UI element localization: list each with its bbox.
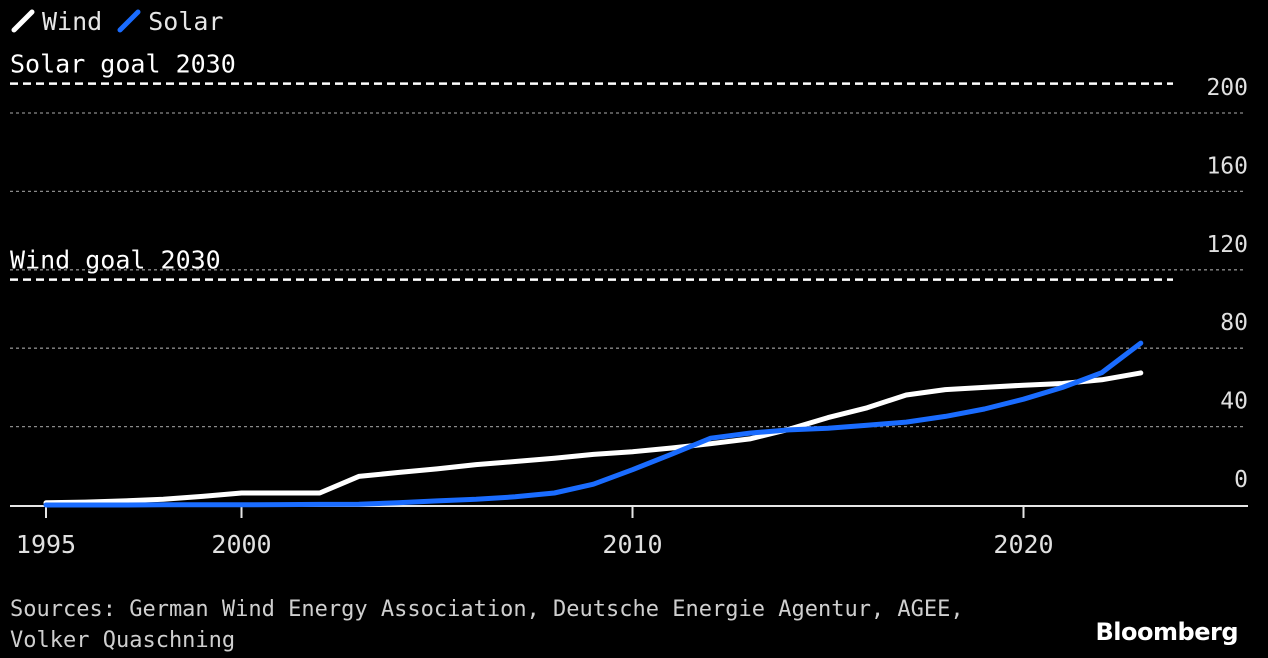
x-tick-label-1995: 1995 xyxy=(16,530,76,559)
x-tick-label-2020: 2020 xyxy=(993,530,1053,559)
goal-label-0: Solar goal 2030 xyxy=(10,50,236,79)
chart-legend: Wind Solar xyxy=(10,4,223,38)
y-tick-label-200: 200 xyxy=(1206,75,1248,101)
x-tick-label-2010: 2010 xyxy=(602,530,662,559)
source-line-2: Volker Quaschning xyxy=(10,628,236,653)
y-tick-label-40: 40 xyxy=(1220,389,1248,415)
y-tick-label-160: 160 xyxy=(1206,153,1248,179)
series-line-wind xyxy=(43,370,1144,506)
y-tick-label-80: 80 xyxy=(1220,310,1248,336)
source-note: Sources: German Wind Energy Association,… xyxy=(10,594,964,656)
source-line-1: Sources: German Wind Energy Association,… xyxy=(10,597,964,622)
legend-label-solar: Solar xyxy=(148,6,224,36)
legend-item-wind: Wind xyxy=(10,7,102,36)
y-tick-label-0: 0 xyxy=(1234,467,1248,493)
bloomberg-logo: Bloomberg xyxy=(1095,618,1239,646)
wind-swatch-icon xyxy=(11,9,35,33)
goal-label-1: Wind goal 2030 xyxy=(10,246,221,275)
line-chart: 0 40 80 120 160 200 1995 2000 2010 2020 Solar goal… xyxy=(10,50,1248,559)
solar-swatch-icon xyxy=(117,9,141,33)
y-tick-label-120: 120 xyxy=(1206,232,1248,258)
legend-label-wind: Wind xyxy=(42,6,103,36)
legend-item-solar: Solar xyxy=(116,7,223,36)
series-line-solar xyxy=(43,340,1144,508)
x-tick-label-2000: 2000 xyxy=(211,530,271,559)
